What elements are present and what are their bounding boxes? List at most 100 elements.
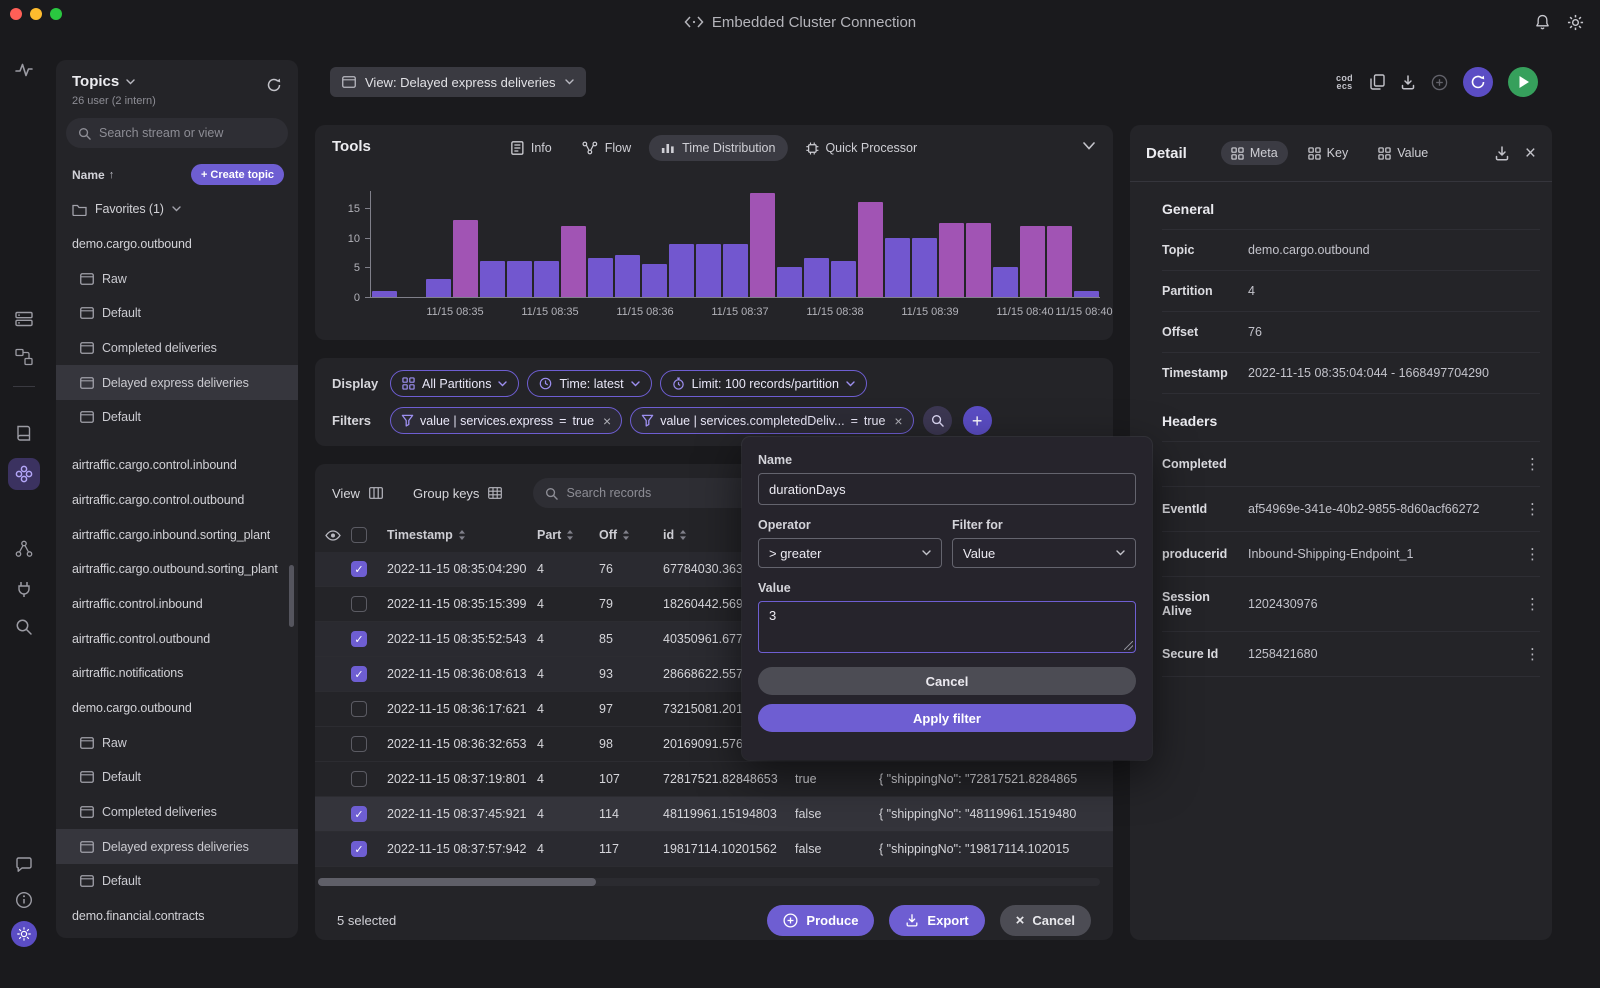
theme-toggle-sun-icon[interactable] <box>11 921 37 947</box>
notifications-bell-icon[interactable] <box>1534 13 1551 31</box>
sidebar-view-item[interactable]: Default <box>56 296 298 331</box>
sidebar-topic-item[interactable]: airtraffic.control.outbound <box>56 621 298 656</box>
sidebar-view-item[interactable]: Raw <box>56 261 298 296</box>
detail-tab-meta[interactable]: Meta <box>1221 141 1288 165</box>
codecs-button[interactable]: codecs <box>1334 74 1355 90</box>
row-checkbox[interactable]: ✓ <box>351 561 367 577</box>
row-checkbox[interactable]: ✓ <box>351 666 367 682</box>
table-row[interactable]: ✓2022-11-15 08:37:45:921411448119961.151… <box>315 797 1113 832</box>
sidebar-topic-item[interactable]: demo.cargo.outbound <box>56 691 298 726</box>
table-row[interactable]: ✓2022-11-15 08:37:57:942411719817114.102… <box>315 832 1113 867</box>
topics-header[interactable]: Topics <box>72 73 135 90</box>
sidebar-view-item[interactable]: Delayed express deliveries <box>56 365 298 400</box>
detail-tab-value[interactable]: Value <box>1368 141 1438 165</box>
operator-select[interactable]: > greater <box>758 538 942 568</box>
copy-icon[interactable] <box>1370 74 1385 90</box>
sidebar-view-item[interactable]: Completed deliveries <box>56 795 298 830</box>
sidebar-topic-item[interactable]: airtraffic.cargo.inbound.sorting_plant <box>56 517 298 552</box>
sync-button[interactable] <box>1463 67 1493 97</box>
row-checkbox[interactable]: ✓ <box>351 806 367 822</box>
sidebar-topic-item[interactable]: airtraffic.cargo.control.outbound <box>56 483 298 518</box>
view-selector[interactable]: View: Delayed express deliveries <box>330 67 586 97</box>
popup-cancel-button[interactable]: Cancel <box>758 667 1136 695</box>
sort-icon[interactable] <box>566 529 574 541</box>
kebab-menu-icon[interactable]: ⋮ <box>1522 500 1540 518</box>
row-checkbox[interactable]: ✓ <box>351 631 367 647</box>
sidebar-topic-item[interactable]: airtraffic.notifications <box>56 656 298 691</box>
download-icon[interactable] <box>1400 74 1416 90</box>
eye-icon[interactable] <box>325 530 351 541</box>
filter-name-input[interactable] <box>758 473 1136 505</box>
topology-icon[interactable] <box>15 540 33 558</box>
display-pill-grid[interactable]: All Partitions <box>390 370 519 397</box>
row-checkbox[interactable]: ✓ <box>351 841 367 857</box>
cancel-button[interactable]: × Cancel <box>1000 905 1091 936</box>
sidebar-search[interactable] <box>66 118 288 148</box>
scrollbar-thumb[interactable] <box>318 878 596 886</box>
sort-icon[interactable] <box>679 529 687 541</box>
close-detail-icon[interactable]: × <box>1525 144 1536 163</box>
filter-for-select[interactable]: Value <box>952 538 1136 568</box>
resize-handle[interactable] <box>1124 641 1133 650</box>
activity-icon[interactable] <box>14 60 34 80</box>
sidebar-view-item[interactable]: Default <box>56 400 298 435</box>
sidebar-view-item[interactable]: Delayed express deliveries <box>56 829 298 864</box>
sort-icon[interactable] <box>622 529 630 541</box>
apply-filter-button[interactable]: Apply filter <box>758 704 1136 732</box>
refresh-icon[interactable] <box>266 77 282 93</box>
tools-tab-flow[interactable]: Flow <box>570 135 643 161</box>
table-grid-icon[interactable] <box>488 487 502 499</box>
pipelines-icon[interactable] <box>15 348 33 366</box>
docs-book-icon[interactable] <box>15 424 33 442</box>
sidebar-view-item[interactable]: Raw <box>56 725 298 760</box>
tools-tab-time-distribution[interactable]: Time Distribution <box>649 135 787 161</box>
search-explorer-icon[interactable] <box>15 618 33 636</box>
settings-gear-icon[interactable] <box>1567 14 1584 31</box>
feedback-chat-icon[interactable] <box>15 856 33 874</box>
row-checkbox[interactable] <box>351 771 367 787</box>
sort-icon[interactable] <box>458 529 466 541</box>
export-button[interactable]: Export <box>889 905 984 936</box>
kebab-menu-icon[interactable]: ⋮ <box>1522 455 1540 473</box>
clusters-icon[interactable] <box>15 310 33 328</box>
kebab-menu-icon[interactable]: ⋮ <box>1522 545 1540 563</box>
column-header-timestamp[interactable]: Timestamp <box>387 528 537 542</box>
table-row[interactable]: 2022-11-15 08:37:19:801410772817521.8284… <box>315 762 1113 797</box>
columns-view-icon[interactable] <box>369 487 383 499</box>
sidebar-view-item[interactable]: Default <box>56 864 298 899</box>
sidebar-view-item[interactable]: Completed deliveries <box>56 331 298 366</box>
filter-search-button[interactable] <box>923 406 952 435</box>
sidebar-topic-item[interactable]: airtraffic.control.inbound <box>56 587 298 622</box>
name-sort-header[interactable]: Name ↑ <box>72 168 114 182</box>
column-header-part[interactable]: Part <box>537 528 599 542</box>
detail-tab-key[interactable]: Key <box>1298 141 1359 165</box>
run-play-button[interactable] <box>1508 67 1538 97</box>
records-search[interactable] <box>533 478 761 508</box>
sidebar-topic-item[interactable]: airtraffic.cargo.outbound.sorting_plant <box>56 552 298 587</box>
row-checkbox[interactable] <box>351 701 367 717</box>
row-checkbox[interactable] <box>351 736 367 752</box>
tools-tab-quick-processor[interactable]: Quick Processor <box>793 135 929 161</box>
add-filter-button[interactable]: + <box>963 406 992 435</box>
produce-button[interactable]: Produce <box>767 905 874 936</box>
horizontal-scrollbar[interactable] <box>318 878 1100 886</box>
display-pill-timer[interactable]: Limit: 100 records/partition <box>660 370 867 397</box>
remove-filter-icon[interactable]: × <box>603 414 611 428</box>
download-icon[interactable] <box>1494 145 1510 161</box>
create-topic-button[interactable]: + Create topic <box>191 164 284 185</box>
sidebar-scrollbar-thumb[interactable] <box>289 565 294 627</box>
info-icon[interactable] <box>15 891 33 909</box>
sidebar-view-item[interactable]: Default <box>56 760 298 795</box>
column-header-off[interactable]: Off <box>599 528 663 542</box>
group-keys-label[interactable]: Group keys <box>413 486 479 501</box>
collapse-chevron-icon[interactable] <box>1083 142 1095 150</box>
row-checkbox[interactable] <box>351 596 367 612</box>
view-mode-label[interactable]: View <box>332 486 360 501</box>
tools-tab-info[interactable]: Info <box>499 135 564 161</box>
kebab-menu-icon[interactable]: ⋮ <box>1522 645 1540 663</box>
sidebar-favorites-item[interactable]: Favorites (1) <box>56 192 298 227</box>
sidebar-topic-item[interactable]: airtraffic.cargo.control.inbound <box>56 448 298 483</box>
filter-value-textarea[interactable]: 3 <box>758 601 1136 653</box>
filter-chip[interactable]: value | services.express=true× <box>390 407 622 434</box>
sidebar-search-input[interactable] <box>99 126 276 140</box>
